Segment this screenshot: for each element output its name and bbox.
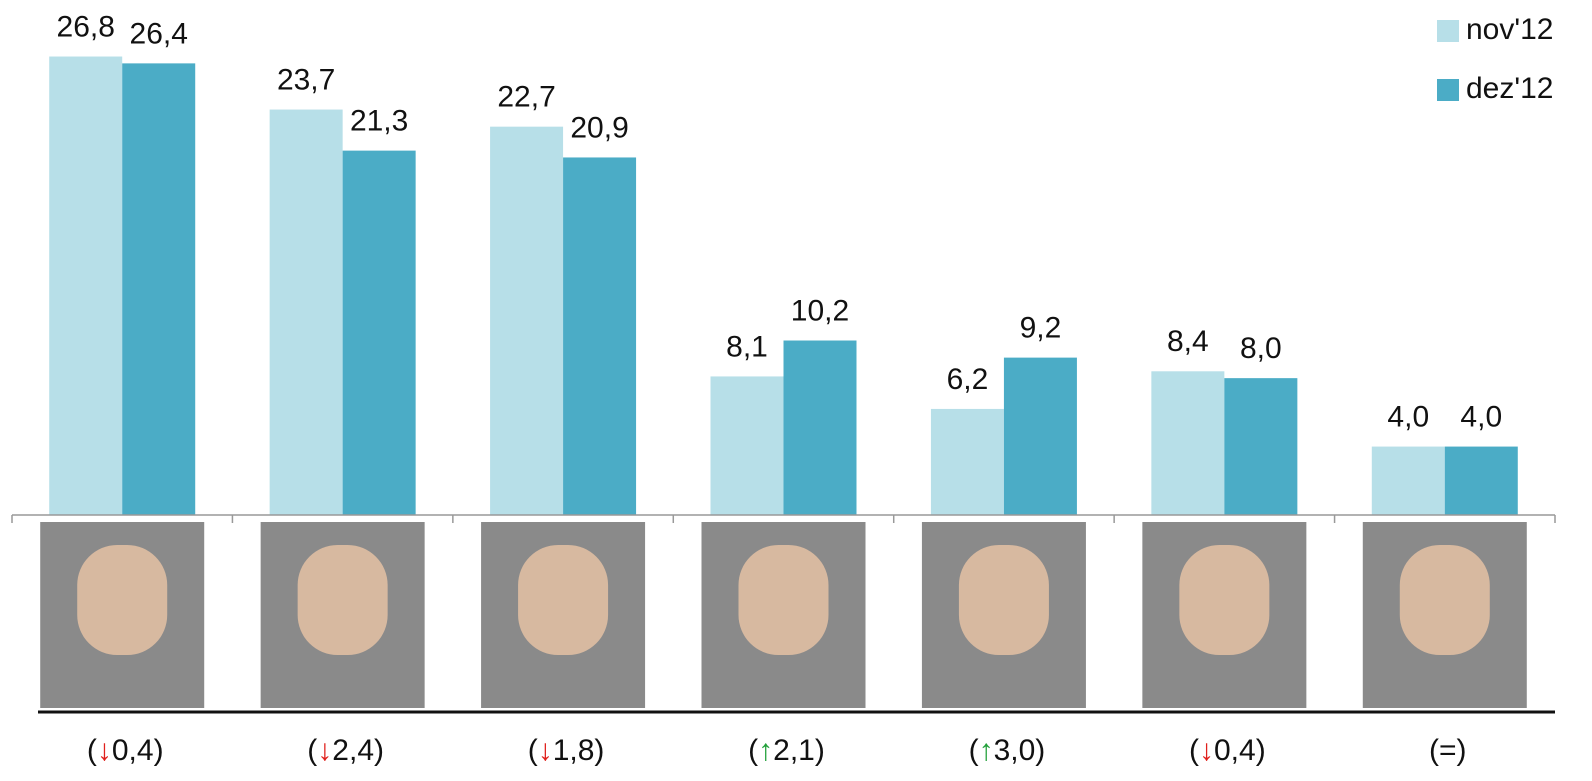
- bar: [1151, 371, 1225, 515]
- change-label: (↓0,4): [87, 734, 164, 767]
- change-label: (↓0,4): [1189, 734, 1266, 767]
- data-label: 4,0: [1460, 400, 1502, 433]
- change-label: (↓1,8): [528, 734, 605, 767]
- data-label: 4,0: [1387, 400, 1429, 433]
- change-label: (=): [1429, 734, 1467, 767]
- bar: [122, 63, 196, 515]
- data-label: 9,2: [1020, 312, 1062, 345]
- photo-face: [77, 545, 168, 655]
- data-label: 10,2: [791, 294, 849, 327]
- bar: [269, 109, 343, 515]
- bar: [1003, 357, 1077, 515]
- photo-face: [518, 545, 609, 655]
- change-label: (↑3,0): [969, 734, 1046, 767]
- change-label: (↑2,1): [748, 734, 825, 767]
- photo-face: [958, 545, 1049, 655]
- bar: [930, 408, 1004, 515]
- change-label: (↓2,4): [307, 734, 384, 767]
- data-label: 6,2: [947, 363, 989, 396]
- data-label: 26,4: [130, 17, 188, 50]
- bar: [1444, 446, 1518, 515]
- bar: [49, 56, 123, 516]
- data-label: 8,1: [726, 330, 768, 363]
- legend-label: dez'12: [1466, 72, 1553, 105]
- legend-swatch: [1437, 20, 1459, 42]
- data-label: 21,3: [350, 105, 408, 138]
- data-label: 22,7: [497, 81, 555, 114]
- legend-label: nov'12: [1466, 13, 1553, 46]
- bar: [1371, 446, 1445, 515]
- data-label: 8,4: [1167, 325, 1209, 358]
- bar: [342, 150, 416, 515]
- bar: [1224, 378, 1298, 515]
- photo-face: [738, 545, 829, 655]
- photo-face: [1399, 545, 1490, 655]
- data-label: 23,7: [277, 63, 335, 96]
- bar: [783, 340, 857, 515]
- bar: [710, 376, 784, 515]
- photo-face: [297, 545, 388, 655]
- legend-swatch: [1437, 79, 1459, 101]
- photo-face: [1179, 545, 1270, 655]
- data-label: 20,9: [570, 111, 628, 144]
- bar: [563, 157, 637, 516]
- data-label: 26,8: [57, 10, 115, 43]
- data-label: 8,0: [1240, 332, 1282, 365]
- bar: [490, 126, 564, 516]
